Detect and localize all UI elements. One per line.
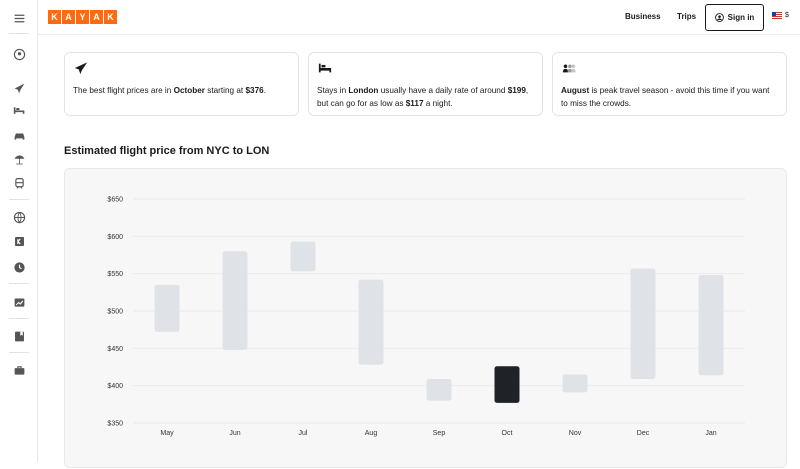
insight-highlight: $117 — [405, 99, 424, 108]
price-range-bar[interactable] — [494, 366, 520, 403]
x-tick-label: Aug — [365, 430, 378, 437]
x-tick-label: Sep — [433, 430, 446, 437]
sidebar-divider — [9, 199, 29, 200]
sidebar-divider — [9, 318, 29, 319]
x-tick-label: Jan — [705, 430, 716, 437]
us-flag-icon — [772, 12, 782, 19]
x-tick-label: Jul — [299, 430, 308, 437]
insight-card: Stays in London usually have a daily rat… — [308, 52, 543, 116]
insight-card: August is peak travel season - avoid thi… — [552, 52, 787, 116]
y-tick-label: $600 — [107, 234, 123, 241]
sign-in-button[interactable]: Sign in — [705, 4, 764, 31]
locale-selector[interactable]: $ — [772, 12, 789, 19]
insight-text-part: starting at — [204, 86, 246, 95]
insight-text-part: is peak travel season - avoid this time … — [561, 86, 770, 108]
sidebar — [0, 0, 38, 462]
sidebar-divider — [9, 352, 29, 353]
price-range-bar[interactable] — [222, 251, 248, 350]
insight-highlight: August — [561, 86, 590, 95]
insight-text-part: . — [263, 86, 266, 95]
menu-icon[interactable] — [11, 10, 27, 26]
briefcase-icon[interactable] — [11, 362, 27, 378]
price-range-bar[interactable] — [426, 378, 452, 401]
insight-highlight: October — [173, 86, 205, 95]
y-tick-label: $550 — [107, 271, 123, 278]
insight-highlight: $376 — [245, 86, 264, 95]
price-chart: $350 $400 $450 $500 $550 $600 $650 May Jun Jul Aug… — [64, 168, 787, 468]
insight-text-part: Stays in — [317, 86, 349, 95]
price-range-bar[interactable] — [290, 241, 316, 272]
logo-letter: A — [90, 10, 103, 24]
y-tick-label: $450 — [107, 346, 123, 353]
insight-text-part: usually have a daily rate of around — [378, 86, 508, 95]
crowd-icon — [562, 61, 576, 75]
price-chart-svg: $350 $400 $450 $500 $550 $600 $650 May Jun Jul Aug… — [107, 197, 745, 437]
insight-text-part: The best flight prices are in — [73, 86, 174, 95]
account-icon[interactable] — [11, 46, 27, 62]
bed-icon — [318, 61, 332, 75]
price-range-bar[interactable] — [154, 284, 180, 332]
price-range-bar[interactable] — [358, 279, 384, 365]
insight-text: The best flight prices are in October st… — [73, 84, 290, 97]
insight-text: Stays in London usually have a daily rat… — [317, 84, 534, 110]
packages-icon[interactable] — [11, 151, 27, 167]
price-range-bar[interactable] — [562, 374, 588, 393]
x-tick-label: Oct — [502, 430, 513, 437]
trends-icon[interactable] — [11, 294, 27, 310]
price-range-bar[interactable] — [630, 268, 656, 379]
clock-icon[interactable] — [11, 259, 27, 275]
sidebar-divider — [9, 33, 29, 34]
trains-icon[interactable] — [11, 175, 27, 191]
x-tick-label: Jun — [229, 430, 240, 437]
sign-in-label: Sign in — [727, 13, 755, 22]
logo-letter: Y — [76, 10, 89, 24]
nav-business[interactable]: Business — [625, 12, 661, 21]
insight-card: The best flight prices are in October st… — [64, 52, 299, 116]
insight-highlight: London — [348, 86, 379, 95]
nav-trips[interactable]: Trips — [677, 12, 697, 21]
insight-text: August is peak travel season - avoid thi… — [561, 84, 778, 110]
logo-letter: A — [62, 10, 75, 24]
kayak-k-icon[interactable] — [11, 233, 27, 249]
sidebar-divider — [9, 283, 29, 284]
x-tick-label: Nov — [569, 430, 582, 437]
y-tick-label: $400 — [107, 383, 123, 390]
chart-title: Estimated flight price from NYC to LON — [64, 145, 270, 157]
insight-text-part: , but can go for as low as — [317, 86, 529, 108]
plane-icon — [74, 61, 88, 75]
explore-icon[interactable] — [11, 209, 27, 225]
currency-label: $ — [785, 12, 789, 19]
insight-text-part: a night. — [423, 99, 453, 108]
stays-icon[interactable] — [11, 102, 27, 118]
user-circle-icon — [714, 13, 724, 22]
y-tick-label: $650 — [107, 197, 123, 204]
flights-icon[interactable] — [11, 80, 27, 96]
y-tick-label: $350 — [107, 421, 123, 428]
cars-icon[interactable] — [11, 127, 27, 143]
logo-letter: K — [48, 10, 61, 24]
x-tick-label: May — [160, 430, 174, 437]
logo-letter: K — [104, 10, 117, 24]
bookmark-icon[interactable] — [11, 328, 27, 344]
insight-highlight: $199 — [507, 86, 526, 95]
price-range-bar[interactable] — [698, 275, 724, 376]
y-tick-label: $500 — [107, 309, 123, 316]
x-tick-label: Dec — [637, 430, 650, 437]
